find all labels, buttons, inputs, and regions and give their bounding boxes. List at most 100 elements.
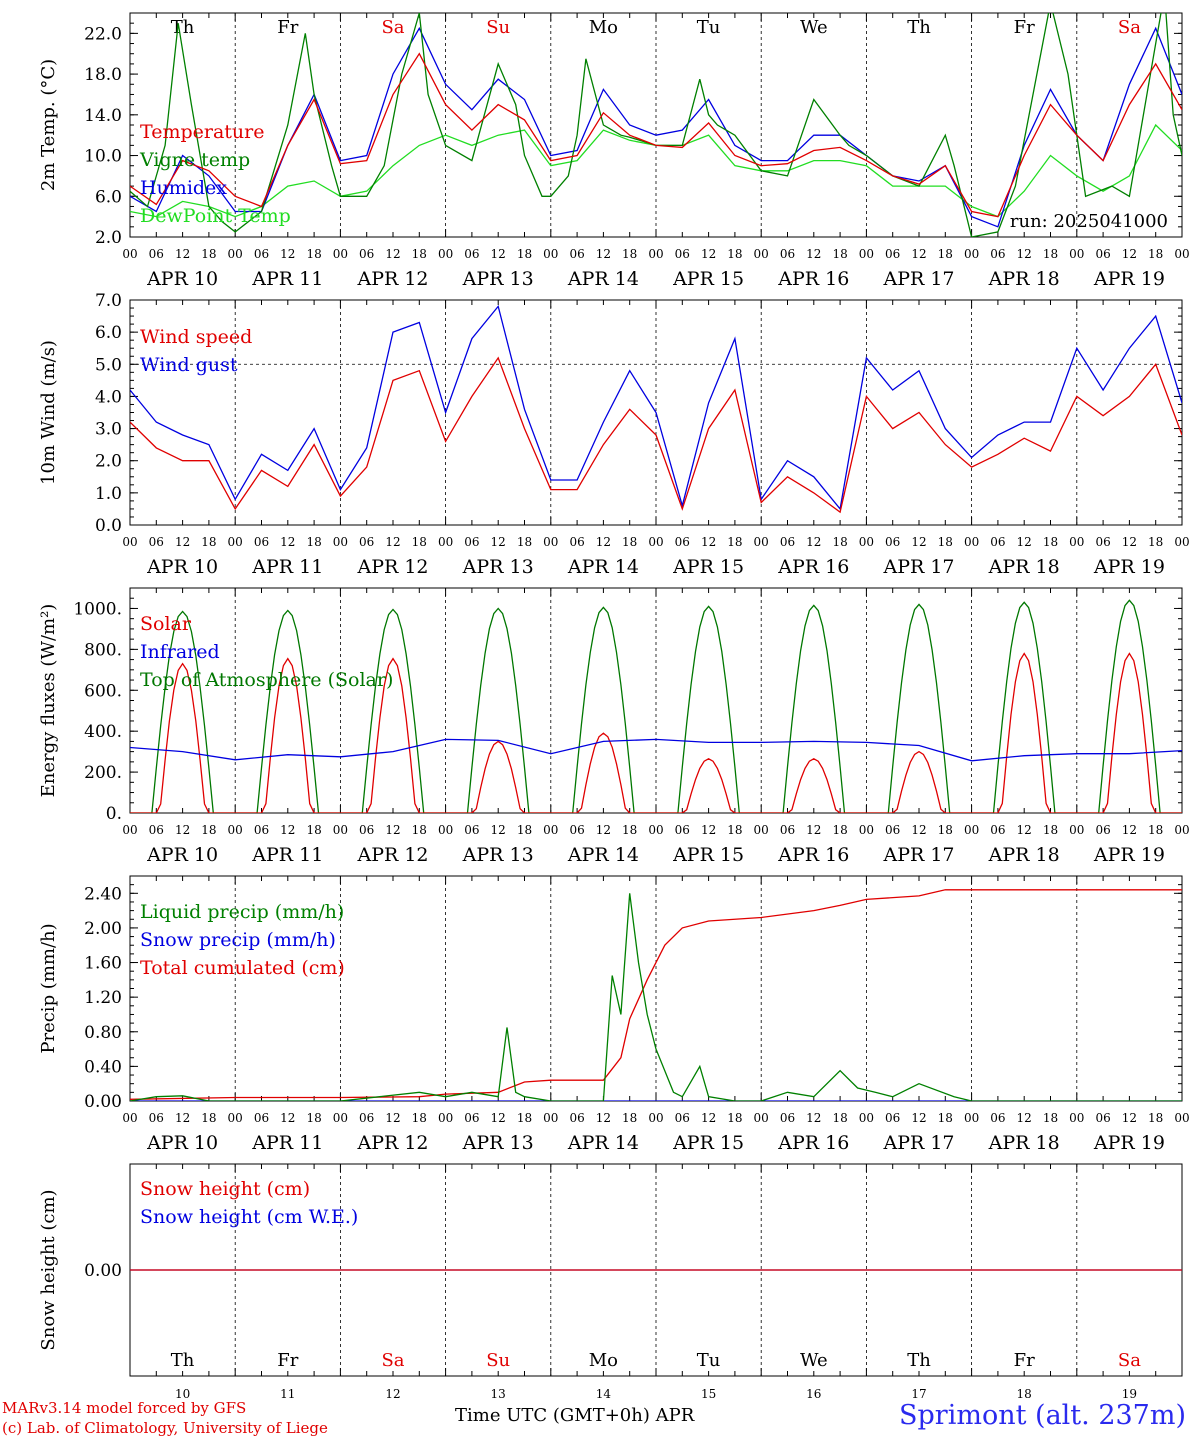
hour-tick-label: 18 [306,535,321,549]
y-tick-label: 800. [84,640,122,660]
hour-tick-label: 06 [569,535,584,549]
y-tick-label: 4.0 [95,387,122,407]
hour-tick-label: 18 [1148,535,1163,549]
hour-tick-label: 00 [648,247,663,261]
hour-tick-label: 00 [543,247,558,261]
hour-tick-label: 06 [149,535,164,549]
hour-tick-label: 06 [885,1111,900,1125]
hour-tick-label: 18 [1043,1111,1058,1125]
y-tick-label: 14.0 [84,106,122,126]
date-label: APR 18 [988,268,1060,290]
hour-tick-label: 06 [359,247,374,261]
hour-tick-label: 06 [359,823,374,837]
hour-tick-label: 00 [122,823,137,837]
hour-tick-label: 00 [859,823,874,837]
hour-tick-label: 12 [701,247,716,261]
weekday-label: Mo [589,1350,618,1371]
hour-tick-label: 00 [228,535,243,549]
hour-tick-label: 12 [280,247,295,261]
hour-tick-label: 00 [648,1111,663,1125]
day-number-label: 13 [491,1387,506,1400]
hour-tick-label: 00 [438,247,453,261]
panel-4: 00 06 12 18 00 06 12 18 00 06 12 18 00 06 12 18 00 06 12 18… [38,875,1190,1154]
y-tick-label: 400. [84,722,122,742]
legend-entry: Wind speed [140,326,252,348]
hour-tick-label: 12 [175,823,190,837]
hour-tick-label: 00 [964,535,979,549]
day-number-label: 19 [1122,1387,1137,1400]
weekday-label: Fr [1014,17,1035,38]
legend-entry: Vigne temp [139,149,250,171]
date-label: APR 14 [567,1132,639,1154]
date-label: APR 16 [777,556,849,578]
hour-tick-label: 00 [1069,535,1084,549]
weekday-label: Su [486,17,510,38]
weekday-label: Tu [697,17,721,38]
hour-tick-label: 06 [254,1111,269,1125]
hour-tick-label: 18 [727,247,742,261]
hour-tick-label: 06 [359,1111,374,1125]
date-label: APR 11 [251,268,323,290]
hour-tick-label: 00 [1174,535,1189,549]
hour-tick-label: 12 [280,823,295,837]
y-tick-label: 1.0 [95,484,122,504]
y-tick-label: 22.0 [84,24,122,44]
date-label: APR 13 [462,556,534,578]
hour-tick-label: 18 [727,823,742,837]
hour-tick-label: 00 [859,535,874,549]
y-tick-label: 2.40 [84,884,122,904]
hour-tick-label: 18 [938,823,953,837]
hour-tick-label: 18 [412,1111,427,1125]
hour-tick-label: 12 [1122,1111,1137,1125]
weekday-label: Sa [1118,17,1141,38]
date-label: APR 15 [672,556,744,578]
date-label: APR 18 [988,556,1060,578]
hour-tick-label: 12 [806,1111,821,1125]
panel-frame [129,587,1183,814]
hour-tick-label: 18 [412,535,427,549]
series-line [130,26,1182,228]
hour-tick-label: 06 [675,1111,690,1125]
legend-entry: Humidex [140,177,227,199]
y-tick-label: 0. [106,804,122,824]
series-line [130,13,1182,237]
hour-tick-label: 00 [1174,1111,1189,1125]
hour-tick-label: 06 [464,1111,479,1125]
hour-tick-label: 12 [911,247,926,261]
legend-entry: Snow precip (mm/h) [140,929,336,951]
legend-entry: Temperature [140,121,264,143]
weekday-label: Mo [589,17,618,38]
weekday-label: Fr [277,1350,298,1371]
weekday-label: Tu [697,1350,721,1371]
hour-tick-label: 18 [1043,535,1058,549]
date-label: APR 19 [1093,268,1165,290]
hour-tick-label: 12 [911,535,926,549]
date-label: APR 17 [882,1132,954,1154]
hour-tick-label: 00 [122,1111,137,1125]
hour-tick-label: 06 [254,535,269,549]
series-line [130,304,1182,511]
hour-tick-label: 00 [754,247,769,261]
hour-tick-label: 18 [1148,247,1163,261]
hour-tick-label: 06 [149,247,164,261]
panel-2: 00 06 12 18 00 06 12 18 00 06 12 18 00 06 12 18 00 06 12 18… [38,291,1190,578]
series-line [130,893,1182,1101]
hour-tick-label: 00 [438,535,453,549]
hour-tick-label: 18 [306,247,321,261]
hour-tick-label: 18 [832,535,847,549]
hour-tick-label: 12 [806,247,821,261]
hour-tick-label: 00 [438,823,453,837]
hour-tick-label: 18 [1043,823,1058,837]
hour-tick-label: 12 [806,823,821,837]
lab-credit: (c) Lab. of Climatology, University of L… [2,1419,328,1437]
date-label: APR 16 [777,268,849,290]
meteogram-figure: 00 06 12 18 00 06 12 18 00 06 12 18 00 06 12 18 00 06 12 18… [38,12,1190,1400]
hour-tick-label: 06 [780,247,795,261]
legend-entry: Snow height (cm W.E.) [140,1206,358,1228]
y-tick-label: 7.0 [95,291,122,311]
weekday-label: We [800,1350,828,1371]
hour-tick-label: 12 [596,823,611,837]
hour-tick-label: 12 [596,535,611,549]
hour-tick-label: 18 [306,823,321,837]
hour-tick-label: 12 [175,1111,190,1125]
